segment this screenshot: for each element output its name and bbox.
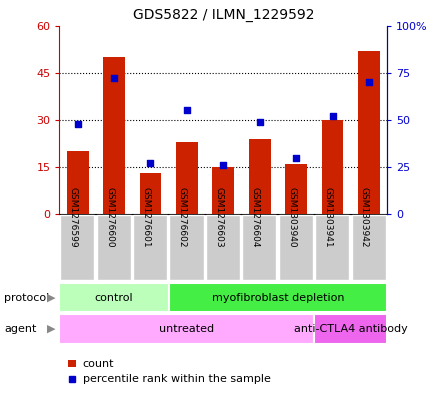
Text: count: count [83, 358, 114, 369]
Bar [285, 164, 307, 214]
Text: GSM1276599: GSM1276599 [69, 187, 77, 248]
Bar [169, 283, 387, 312]
Bar [242, 215, 276, 280]
Text: control: control [95, 293, 133, 303]
Point [366, 79, 373, 85]
Bar [67, 151, 88, 214]
Text: myofibroblast depletion: myofibroblast depletion [212, 293, 344, 303]
Text: GSM1303940: GSM1303940 [287, 187, 296, 248]
Bar [206, 215, 240, 280]
Text: GSM1303941: GSM1303941 [323, 187, 333, 248]
Text: GSM1276600: GSM1276600 [105, 187, 114, 248]
Title: GDS5822 / ILMN_1229592: GDS5822 / ILMN_1229592 [132, 8, 314, 22]
Bar [279, 215, 313, 280]
Bar [213, 167, 234, 214]
Bar [358, 51, 380, 214]
Point [147, 160, 154, 166]
Bar [59, 283, 169, 312]
Bar [103, 57, 125, 214]
Point [220, 162, 227, 168]
Point [183, 107, 191, 114]
Bar [139, 173, 161, 214]
Text: GSM1276601: GSM1276601 [141, 187, 150, 248]
Bar [169, 215, 204, 280]
Bar [59, 314, 314, 344]
Text: protocol: protocol [4, 293, 50, 303]
Bar [322, 120, 344, 214]
Text: GSM1303942: GSM1303942 [360, 187, 369, 248]
Bar [60, 215, 94, 280]
Bar [176, 142, 198, 214]
Bar [315, 215, 349, 280]
Text: GSM1276602: GSM1276602 [178, 187, 187, 248]
Point [329, 113, 336, 119]
Point [74, 121, 81, 127]
Text: untreated: untreated [159, 324, 214, 334]
Bar [133, 215, 167, 280]
Point [256, 119, 263, 125]
Text: GSM1276604: GSM1276604 [251, 187, 260, 248]
Bar [96, 215, 131, 280]
Text: ▶: ▶ [47, 324, 55, 334]
Bar [314, 314, 387, 344]
Point [110, 75, 117, 81]
Text: anti-CTLA4 antibody: anti-CTLA4 antibody [294, 324, 407, 334]
Text: ▶: ▶ [47, 293, 55, 303]
Point [293, 154, 300, 161]
Bar [249, 139, 271, 214]
Bar [352, 215, 386, 280]
Text: GSM1276603: GSM1276603 [214, 187, 223, 248]
Text: agent: agent [4, 324, 37, 334]
Text: percentile rank within the sample: percentile rank within the sample [83, 374, 271, 384]
